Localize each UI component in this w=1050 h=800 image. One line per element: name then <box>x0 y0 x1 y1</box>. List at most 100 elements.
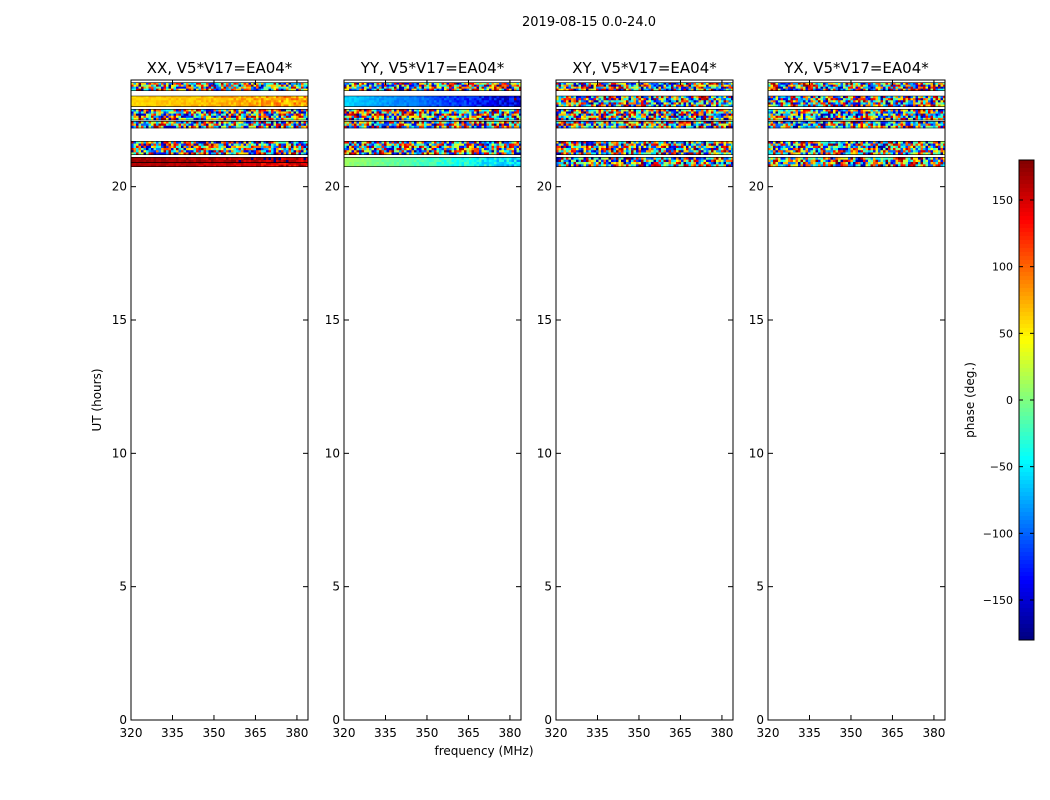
data-cell <box>369 150 372 153</box>
data-cell <box>261 109 264 112</box>
data-cell <box>379 141 382 144</box>
data-cell <box>364 115 367 119</box>
data-cell <box>201 104 204 107</box>
data-cell <box>489 113 492 117</box>
data-cell <box>561 96 564 99</box>
data-cell <box>206 98 209 101</box>
data-cell <box>384 96 387 99</box>
data-cell <box>216 125 219 129</box>
data-cell <box>613 82 617 85</box>
data-cell <box>581 111 584 114</box>
data-cell <box>436 109 440 112</box>
data-cell <box>198 160 202 163</box>
data-cell <box>354 88 357 91</box>
data-cell <box>201 150 204 153</box>
data-cell <box>173 121 177 124</box>
data-cell <box>146 98 149 101</box>
data-cell <box>381 104 385 107</box>
data-cell <box>261 143 264 147</box>
data-cell <box>466 159 470 163</box>
data-cell <box>454 157 457 160</box>
data-cell <box>651 102 654 105</box>
data-cell <box>181 86 184 89</box>
data-cell <box>436 88 440 91</box>
data-cell <box>556 115 559 119</box>
data-cell <box>568 82 572 85</box>
data-cell <box>216 141 219 144</box>
data-cell <box>151 123 154 127</box>
data-cell <box>238 162 242 165</box>
data-cell <box>384 102 387 105</box>
data-cell <box>404 98 407 101</box>
data-cell <box>166 82 169 85</box>
data-cell <box>374 123 377 127</box>
data-cell <box>519 117 521 121</box>
data-cell <box>583 104 587 107</box>
data-cell <box>148 113 152 117</box>
data-cell <box>471 100 475 103</box>
data-cell <box>648 86 652 89</box>
data-cell <box>578 84 582 87</box>
data-cell <box>191 111 194 114</box>
data-cell <box>651 96 654 99</box>
data-cell <box>369 157 372 160</box>
data-cell <box>376 88 380 91</box>
data-cell <box>441 113 445 117</box>
data-cell <box>283 141 287 144</box>
data-cell <box>506 111 510 114</box>
data-cell <box>374 141 377 144</box>
data-cell <box>208 86 212 89</box>
data-cell <box>399 121 402 124</box>
data-cell <box>514 162 517 165</box>
data-cell <box>511 98 515 101</box>
data-cell <box>506 102 510 105</box>
data-cell <box>424 150 427 153</box>
data-cell <box>616 100 619 103</box>
data-cell <box>236 148 239 151</box>
data-cell <box>291 104 294 107</box>
data-cell <box>238 148 242 151</box>
data-cell <box>156 113 159 117</box>
data-cell <box>263 102 267 105</box>
data-cell <box>138 84 142 87</box>
data-cell <box>414 121 417 124</box>
data-cell <box>731 86 733 89</box>
data-cell <box>439 143 442 147</box>
data-cell <box>581 102 584 105</box>
data-cell <box>138 148 142 151</box>
data-cell <box>386 141 390 144</box>
data-cell <box>158 104 162 107</box>
data-cell <box>461 100 465 103</box>
data-cell <box>223 145 227 149</box>
data-cell <box>268 125 272 129</box>
data-cell <box>168 148 172 151</box>
data-cell <box>256 109 259 112</box>
data-cell <box>303 104 307 107</box>
data-cell <box>221 164 224 167</box>
data-cell <box>651 117 654 121</box>
data-cell <box>464 152 467 155</box>
data-cell <box>391 125 395 129</box>
data-cell <box>243 141 247 144</box>
data-cell <box>581 113 584 117</box>
data-cell <box>346 113 350 117</box>
data-cell <box>578 88 582 91</box>
data-cell <box>501 143 505 147</box>
data-cell <box>136 84 139 87</box>
data-cell <box>296 100 299 103</box>
data-cell <box>718 115 722 119</box>
data-cell <box>621 117 624 121</box>
data-cell <box>361 117 365 121</box>
data-cell <box>203 162 207 165</box>
data-cell <box>349 104 352 107</box>
data-cell <box>394 117 397 121</box>
data-cell <box>651 113 654 117</box>
data-cell <box>436 86 440 89</box>
data-cell <box>496 148 500 151</box>
data-cell <box>281 82 284 85</box>
data-cell <box>166 123 169 127</box>
data-cell <box>379 102 382 105</box>
data-cell <box>561 100 564 103</box>
data-cell <box>401 86 405 89</box>
data-cell <box>163 123 167 127</box>
